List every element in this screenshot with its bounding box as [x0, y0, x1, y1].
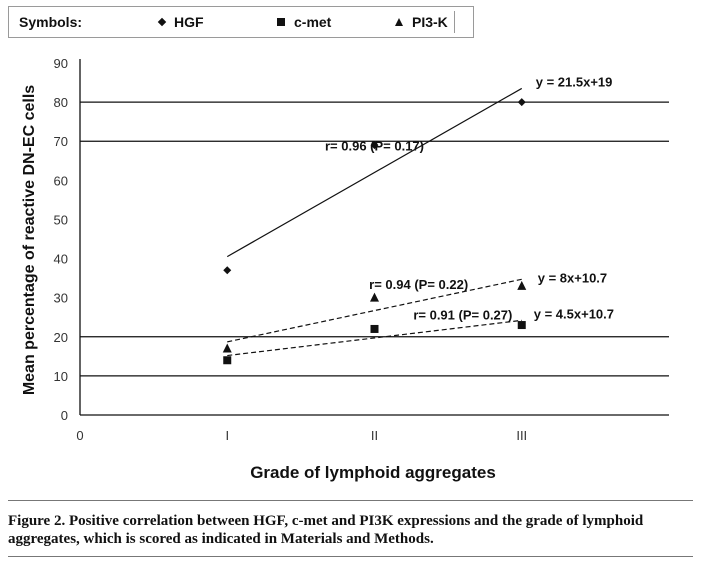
- trend-line-hgf: [226, 87, 523, 258]
- y-tick-labels: 0 10 20 30 40 50 60 70 80 90: [54, 56, 68, 423]
- r-value-label-pi3k: r= 0.94 (P= 0.22): [369, 277, 468, 292]
- legend-label-pi3k: PI3-K: [412, 14, 448, 30]
- x-tick-label: I: [225, 428, 229, 443]
- y-tick-label: 90: [54, 56, 68, 71]
- y-tick-label: 0: [61, 408, 68, 423]
- x-axis-label: Grade of lymphoid aggregates: [250, 463, 496, 482]
- point-hgf: [517, 98, 526, 107]
- axes: [79, 59, 669, 416]
- x-tick-label: II: [371, 428, 378, 443]
- x-tick-labels: 0 I II III: [76, 428, 527, 443]
- equation-label-cmet: y = 4.5x+10.7: [534, 306, 614, 321]
- y-tick-label: 20: [54, 330, 68, 345]
- point-cmet: [223, 356, 232, 365]
- legend-item-hgf: HGF: [157, 14, 277, 30]
- y-tick-label: 60: [54, 173, 68, 188]
- legend-item-pi3k: PI3-K: [395, 14, 448, 30]
- triangle-icon: [395, 18, 403, 26]
- annotations: y = 21.5x+19 r= 0.96 (P= 0.17) y = 4.5x+10…: [325, 74, 614, 322]
- figure-caption: Figure 2. Positive correlation between H…: [8, 513, 644, 547]
- legend-label-hgf: HGF: [174, 14, 204, 30]
- y-tick-label: 10: [54, 369, 68, 384]
- y-tick-label: 30: [54, 291, 68, 306]
- legend: Symbols: HGF c-met PI3-K: [8, 6, 474, 38]
- equation-label-hgf: y = 21.5x+19: [536, 74, 613, 89]
- legend-label-cmet: c-met: [294, 14, 332, 30]
- point-pi3k: [517, 280, 527, 290]
- legend-item-cmet: c-met: [277, 14, 395, 30]
- square-icon: [277, 18, 285, 26]
- x-tick-label: 0: [76, 428, 83, 443]
- equation-label-pi3k: y = 8x+10.7: [538, 270, 607, 285]
- trend-line-cmet: [227, 319, 522, 357]
- y-axis-label: Mean percentage of reactive DN-EC cells: [21, 85, 38, 395]
- caption-rule-top: [8, 500, 693, 501]
- r-value-label-hgf: r= 0.96 (P= 0.17): [325, 139, 424, 154]
- point-pi3k: [222, 343, 232, 353]
- y-tick-label: 70: [54, 134, 68, 149]
- point-hgf: [370, 141, 379, 150]
- trend-line-pi3k: [227, 278, 522, 343]
- legend-divider: [453, 11, 455, 33]
- x-tick-label: III: [516, 428, 527, 443]
- y-tick-label: 40: [54, 252, 68, 267]
- point-pi3k: [370, 292, 379, 302]
- point-cmet: [370, 324, 379, 333]
- point-hgf: [223, 266, 232, 275]
- data-points: [222, 98, 527, 365]
- r-value-label-cmet: r= 0.91 (P= 0.27): [413, 307, 512, 322]
- point-cmet: [517, 321, 526, 330]
- trend-lines: [226, 87, 523, 357]
- y-tick-label: 80: [54, 95, 68, 110]
- y-tick-label: 50: [54, 212, 68, 227]
- legend-title: Symbols:: [19, 14, 83, 30]
- caption-rule-bottom: [8, 556, 693, 557]
